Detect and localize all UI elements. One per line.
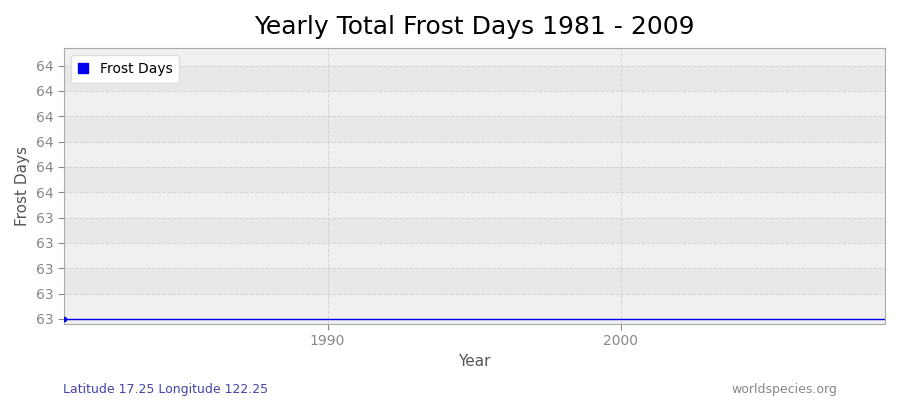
Bar: [64, 243, 885, 268]
Frost Days: [176, 316, 186, 321]
Bar: [64, 294, 885, 319]
Frost Days: [704, 316, 715, 321]
Frost Days: [499, 316, 509, 321]
Frost Days: [762, 316, 773, 321]
Frost Days: [439, 316, 450, 321]
Text: Latitude 17.25 Longitude 122.25: Latitude 17.25 Longitude 122.25: [63, 383, 268, 396]
Bar: [64, 142, 885, 167]
Bar: [64, 268, 885, 294]
Frost Days: [586, 316, 597, 321]
Frost Days: [87, 316, 98, 321]
Bar: [64, 66, 885, 91]
Frost Days: [733, 316, 743, 321]
Legend: Frost Days: Frost Days: [70, 55, 179, 83]
Frost Days: [322, 316, 333, 321]
Frost Days: [292, 316, 303, 321]
Frost Days: [821, 316, 832, 321]
Title: Yearly Total Frost Days 1981 - 2009: Yearly Total Frost Days 1981 - 2009: [254, 15, 695, 39]
Frost Days: [117, 316, 128, 321]
Bar: [64, 116, 885, 142]
Frost Days: [469, 316, 480, 321]
Text: worldspecies.org: worldspecies.org: [731, 383, 837, 396]
Frost Days: [410, 316, 421, 321]
Bar: [64, 91, 885, 116]
Frost Days: [352, 316, 363, 321]
Frost Days: [616, 316, 626, 321]
X-axis label: Year: Year: [458, 354, 491, 369]
Frost Days: [58, 316, 69, 321]
Y-axis label: Frost Days: Frost Days: [15, 146, 30, 226]
Frost Days: [146, 316, 157, 321]
Frost Days: [645, 316, 656, 321]
Frost Days: [879, 316, 890, 321]
Frost Days: [674, 316, 685, 321]
Frost Days: [527, 316, 538, 321]
Frost Days: [381, 316, 392, 321]
Frost Days: [264, 316, 274, 321]
Bar: [64, 167, 885, 192]
Bar: [64, 218, 885, 243]
Frost Days: [557, 316, 568, 321]
Frost Days: [850, 316, 861, 321]
Frost Days: [234, 316, 245, 321]
Frost Days: [792, 316, 803, 321]
Frost Days: [205, 316, 216, 321]
Bar: [64, 192, 885, 218]
